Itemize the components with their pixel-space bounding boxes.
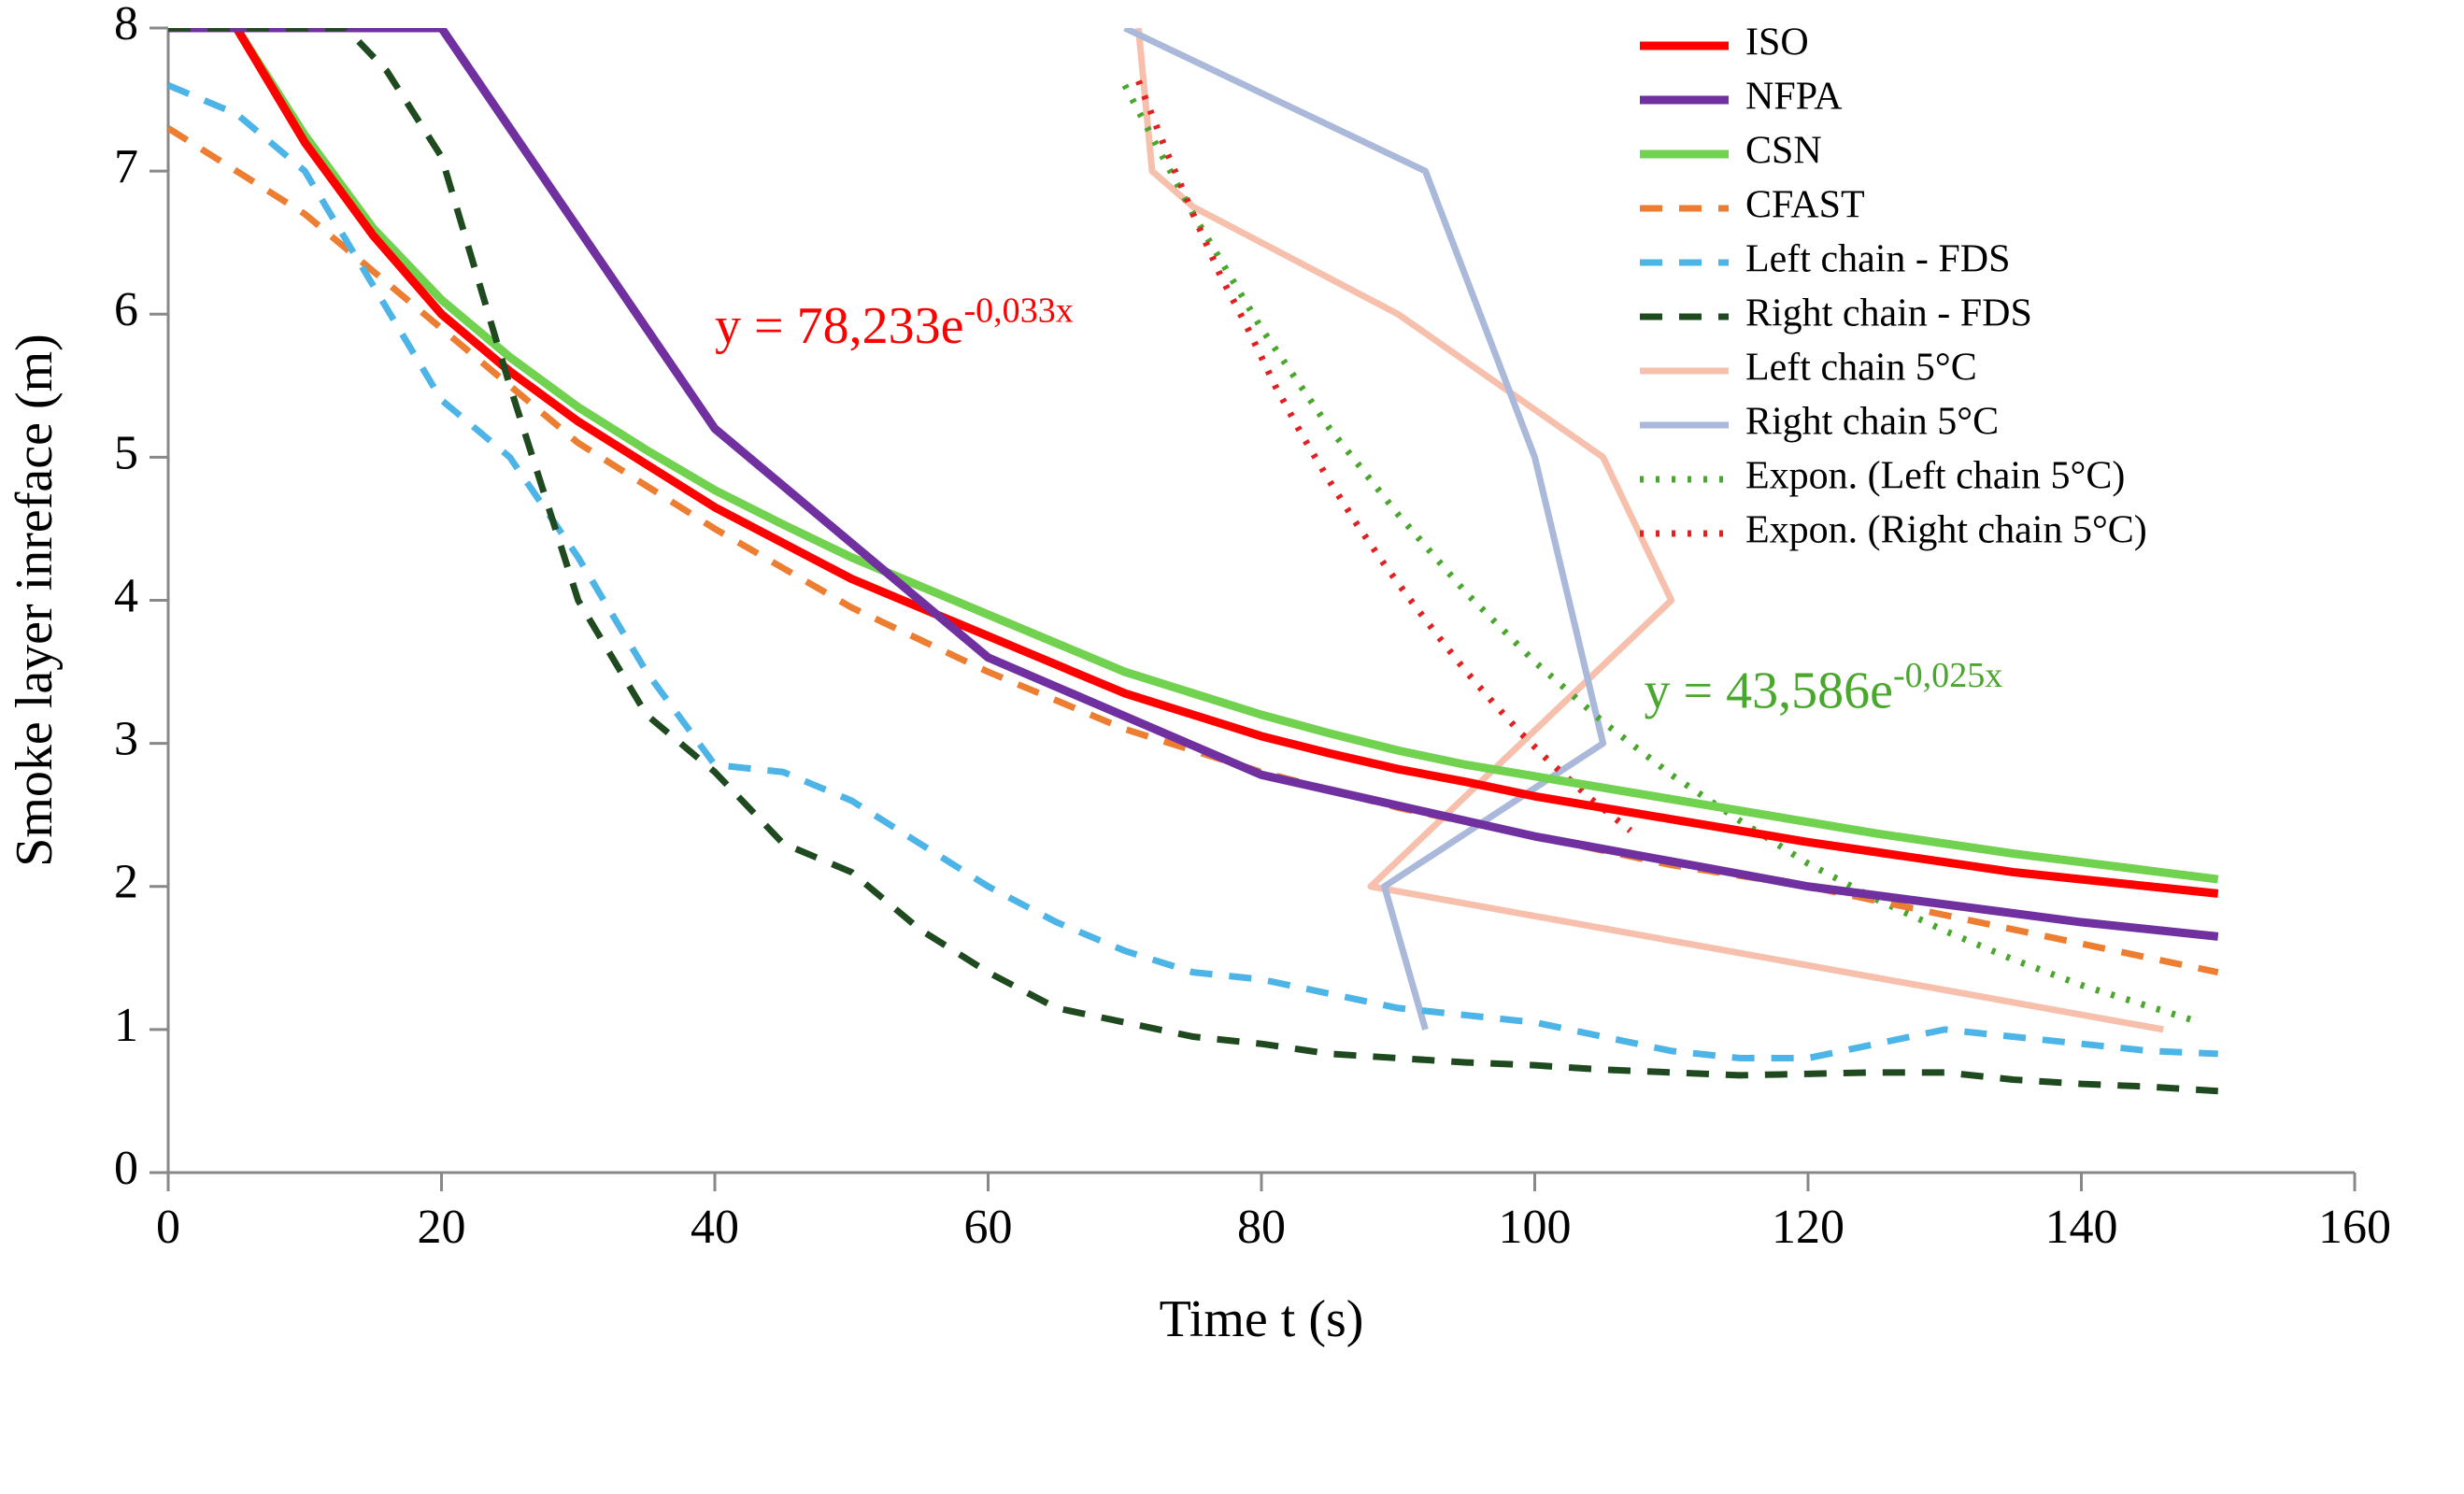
y-tick-label: 5 <box>114 426 138 479</box>
line-chart: 012345678020406080100120140160Time t (s)… <box>0 0 2464 1494</box>
x-tick-label: 40 <box>691 1201 739 1254</box>
y-axis-title: Smoke layer inreface (m) <box>6 334 64 867</box>
y-tick-label: 0 <box>114 1142 138 1195</box>
x-tick-label: 140 <box>2045 1201 2118 1254</box>
x-tick-label: 20 <box>418 1201 466 1254</box>
legend-label-left-chain-5c: Left chain 5°C <box>1745 347 1977 390</box>
y-tick-label: 8 <box>114 0 138 50</box>
legend-label-expon-left-5c: Expon. (Left chain 5°C) <box>1745 455 2125 498</box>
legend-label-csn: CSN <box>1745 130 1822 173</box>
y-tick-label: 3 <box>114 713 138 766</box>
legend-label-right-chain-5c: Right chain 5°C <box>1745 401 1999 444</box>
x-tick-label: 160 <box>2318 1201 2391 1254</box>
x-tick-label: 100 <box>1499 1201 1572 1254</box>
chart-container: 012345678020406080100120140160Time t (s)… <box>0 0 2464 1494</box>
y-tick-label: 2 <box>114 856 138 909</box>
legend-label-cfast: CFAST <box>1745 184 1865 227</box>
x-tick-label: 0 <box>156 1201 180 1254</box>
legend-label-left-chain-fds: Left chain - FDS <box>1745 238 2010 281</box>
x-tick-label: 60 <box>964 1201 1013 1254</box>
x-tick-label: 120 <box>1772 1201 1844 1254</box>
x-tick-label: 80 <box>1237 1201 1286 1254</box>
y-tick-label: 7 <box>114 140 138 193</box>
legend-label-expon-right-5c: Expon. (Right chain 5°C) <box>1745 509 2147 552</box>
x-axis-title: Time t (s) <box>1160 1290 1364 1348</box>
legend-label-right-chain-fds: Right chain - FDS <box>1745 292 2032 335</box>
legend-label-iso: ISO <box>1745 21 1809 64</box>
y-tick-label: 4 <box>114 569 138 622</box>
y-tick-label: 6 <box>114 283 138 336</box>
y-tick-label: 1 <box>114 999 138 1052</box>
legend-label-nfpa: NFPA <box>1745 76 1843 119</box>
